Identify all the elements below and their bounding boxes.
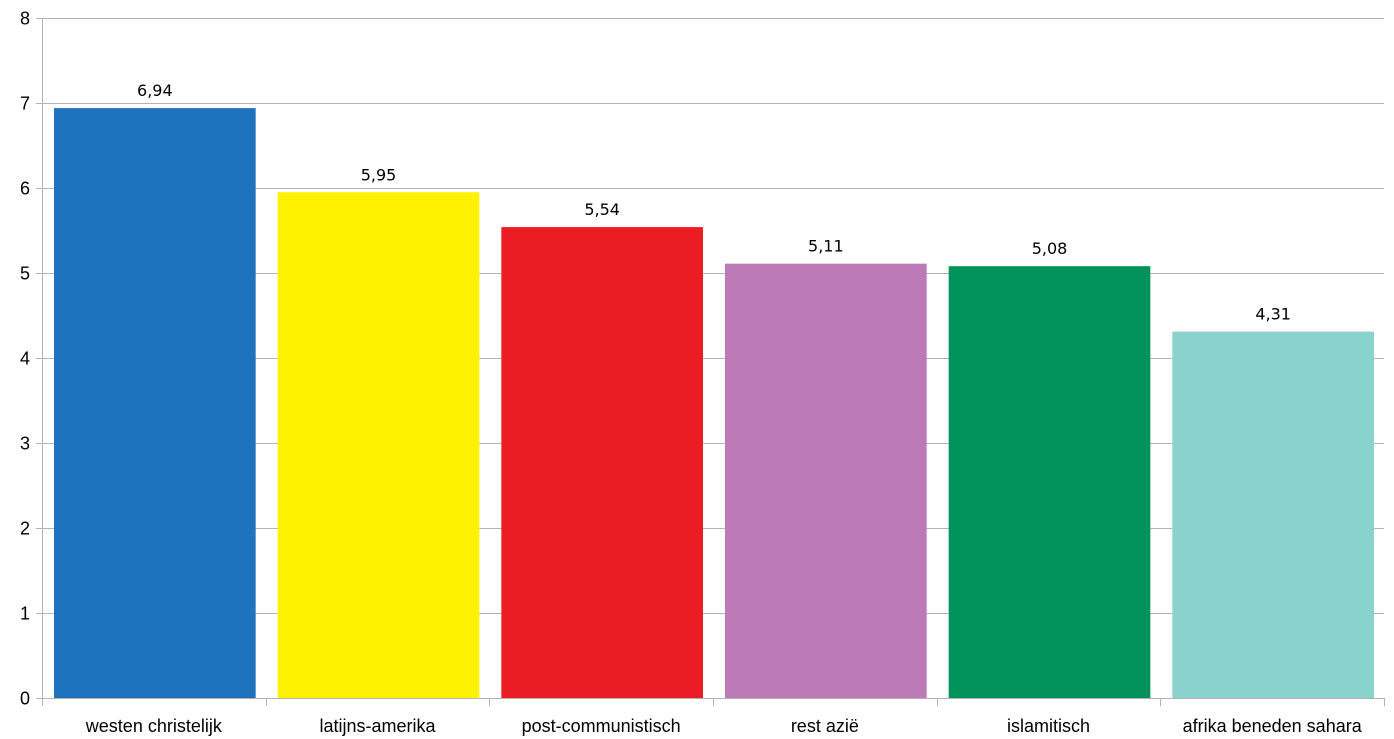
x-tick-label: rest azië (791, 716, 859, 736)
data-label: 5,95 (361, 165, 397, 184)
y-tick-label: 4 (20, 349, 30, 369)
x-tick-label: latijns-amerika (319, 716, 436, 736)
data-label: 5,54 (584, 200, 620, 219)
data-label: 4,31 (1255, 305, 1291, 324)
x-tick-label: islamitisch (1007, 716, 1090, 736)
y-tick-label: 0 (20, 689, 30, 709)
data-label: 6,94 (137, 81, 173, 100)
y-tick-label: 5 (20, 264, 30, 284)
data-label: 5,11 (808, 237, 844, 256)
y-tick-label: 1 (20, 604, 30, 624)
bar-rest-azië (725, 264, 927, 698)
y-tick-label: 6 (20, 179, 30, 199)
y-tick-label: 2 (20, 519, 30, 539)
data-label: 5,08 (1032, 239, 1068, 258)
bars (54, 108, 1374, 698)
bar-islamitisch (949, 266, 1151, 698)
bar-latijns-amerika (278, 192, 480, 698)
x-tick-label: post-communistisch (522, 716, 681, 736)
y-tick-label: 3 (20, 434, 30, 454)
y-tick-label: 8 (20, 9, 30, 29)
bar-afrika-beneden-sahara (1172, 332, 1374, 698)
bar-westen-christelijk (54, 108, 256, 698)
x-tick-label: afrika beneden sahara (1183, 716, 1363, 736)
y-tick-label: 7 (20, 94, 30, 114)
x-tick-label: westen christelijk (85, 716, 223, 736)
bar-post-communistisch (501, 227, 703, 698)
